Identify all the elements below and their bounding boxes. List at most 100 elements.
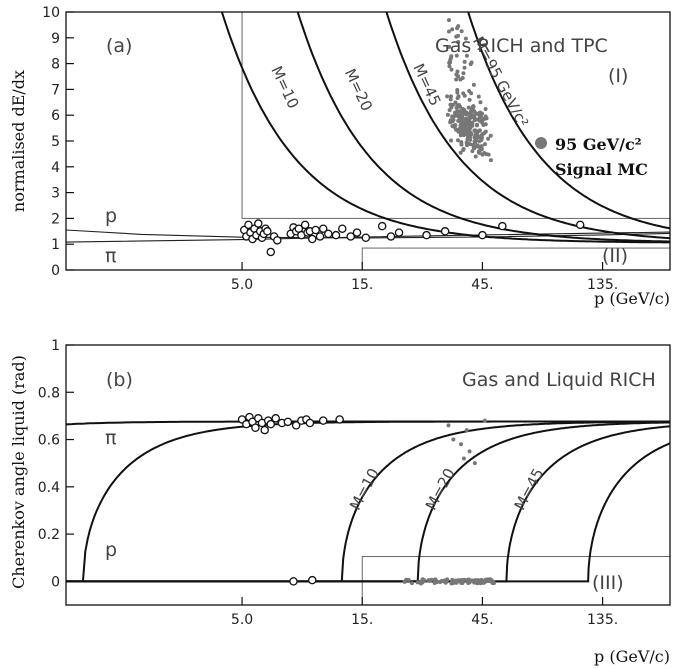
y-tick-label: 9 bbox=[51, 31, 60, 47]
data-point bbox=[318, 224, 328, 233]
signal-mc-point bbox=[458, 119, 463, 124]
signal-mc-point bbox=[462, 59, 467, 64]
signal-mc-point bbox=[455, 138, 460, 143]
signal-mc-point bbox=[461, 148, 466, 153]
signal-mc-point bbox=[472, 146, 477, 151]
y-tick-label: 0.8 bbox=[38, 385, 60, 401]
y-tick-label: 8 bbox=[51, 57, 60, 73]
signal-mc-point bbox=[449, 67, 454, 72]
y-tick-label: 0 bbox=[51, 574, 60, 590]
data-point bbox=[266, 247, 276, 257]
panel-a-x-axis-label: p (GeV/c) bbox=[594, 289, 670, 308]
signal-mc-point bbox=[459, 142, 464, 147]
signal-mc-point bbox=[454, 72, 459, 77]
y-tick-label: 7 bbox=[51, 82, 60, 98]
signal-mc-point bbox=[447, 44, 452, 49]
signal-mc-point bbox=[465, 135, 470, 140]
legend-line-1: 95 GeV/c² bbox=[555, 135, 642, 154]
y-tick-label: 0.4 bbox=[38, 480, 60, 496]
panel-b-x-ticks: 5.0 15. 45. 135. bbox=[231, 597, 618, 628]
data-point bbox=[377, 221, 387, 231]
y-tick-label: 2 bbox=[51, 211, 60, 227]
data-point bbox=[271, 414, 280, 423]
signal-mc-point bbox=[466, 116, 471, 121]
cut-box bbox=[241, 12, 670, 219]
signal-mc-point bbox=[470, 121, 475, 126]
data-point bbox=[308, 234, 317, 244]
signal-mc-point bbox=[426, 578, 431, 583]
data-point bbox=[266, 419, 276, 429]
data-point bbox=[315, 232, 325, 241]
signal-mc-point bbox=[447, 64, 452, 69]
signal-mc-point bbox=[473, 154, 478, 159]
signal-mc-point bbox=[458, 150, 463, 155]
threshold-curve bbox=[66, 420, 670, 583]
signal-mc-point bbox=[402, 579, 407, 584]
signal-mc-point bbox=[475, 122, 480, 127]
panel-b: M=10 M=20 M=45 0 0.2 0.4 0.6 0.8 1 5.0 15. 45. 135… bbox=[9, 338, 671, 666]
signal-mc-point bbox=[461, 456, 466, 461]
signal-mc-point bbox=[448, 138, 453, 143]
signal-mc-point bbox=[479, 147, 484, 152]
panel-b-x-axis-label: p (GeV/c) bbox=[594, 647, 670, 666]
signal-mc-point bbox=[478, 100, 483, 105]
signal-mc-point bbox=[462, 93, 467, 98]
signal-mc-point bbox=[471, 82, 476, 87]
x-tick-label: 15. bbox=[351, 612, 373, 628]
legend-line-2: Signal MC bbox=[555, 160, 648, 179]
y-tick-label: 5 bbox=[51, 134, 60, 150]
data-point bbox=[498, 221, 507, 231]
signal-mc-point bbox=[455, 113, 460, 118]
signal-mc-point bbox=[478, 581, 483, 586]
data-point bbox=[311, 225, 320, 235]
signal-mc-point bbox=[452, 579, 457, 584]
signal-mc-point bbox=[448, 60, 453, 65]
signal-mc-point bbox=[409, 581, 414, 586]
panel-b-frame bbox=[65, 344, 671, 606]
x-tick-label: 5.0 bbox=[231, 277, 253, 293]
panel-a-signal-mc bbox=[445, 18, 493, 163]
signal-mc-point bbox=[446, 29, 451, 34]
signal-mc-point bbox=[448, 97, 453, 102]
signal-mc-point bbox=[459, 442, 464, 447]
y-tick-label: 0.6 bbox=[38, 433, 60, 449]
signal-mc-point bbox=[475, 132, 480, 137]
data-point bbox=[394, 228, 404, 237]
mass-curve bbox=[220, 12, 670, 244]
signal-mc-point bbox=[451, 437, 456, 442]
signal-mc-point bbox=[446, 423, 451, 428]
signal-mc-point bbox=[488, 158, 493, 163]
signal-mc-point bbox=[462, 130, 467, 135]
signal-mc-point bbox=[477, 128, 482, 133]
x-tick-label: 15. bbox=[351, 277, 373, 293]
panel-a-data-points bbox=[239, 219, 585, 257]
panel-a-region-I: (I) bbox=[608, 65, 628, 87]
data-point bbox=[308, 575, 317, 585]
signal-mc-point bbox=[447, 108, 452, 113]
signal-mc-point bbox=[467, 449, 472, 454]
signal-mc-point bbox=[483, 577, 488, 582]
cut-box bbox=[361, 247, 670, 270]
panel-b-y-ticks: 0 0.2 0.4 0.6 0.8 1 bbox=[38, 338, 74, 590]
signal-mc-point bbox=[429, 577, 434, 582]
signal-mc-point bbox=[418, 581, 423, 586]
signal-mc-point bbox=[420, 577, 425, 582]
signal-mc-point bbox=[461, 110, 466, 115]
signal-mc-point bbox=[455, 88, 460, 93]
signal-mc-point bbox=[472, 461, 477, 466]
signal-mc-point bbox=[472, 135, 477, 140]
data-point bbox=[422, 230, 431, 240]
panel-b-region-III: (III) bbox=[592, 572, 624, 594]
signal-mc-point bbox=[456, 24, 461, 29]
panel-b-data-points bbox=[237, 412, 344, 586]
data-point bbox=[289, 577, 298, 586]
signal-mc-point bbox=[456, 39, 461, 44]
y-tick-label: 0.2 bbox=[38, 527, 60, 543]
signal-mc-point bbox=[461, 71, 466, 76]
data-point bbox=[324, 229, 333, 239]
panel-a-x-ticks: 5.0 15. 45. 135. bbox=[231, 262, 618, 293]
data-point bbox=[331, 230, 341, 240]
signal-mc-point bbox=[468, 62, 473, 67]
data-point bbox=[300, 220, 310, 230]
signal-mc-point bbox=[466, 105, 471, 110]
